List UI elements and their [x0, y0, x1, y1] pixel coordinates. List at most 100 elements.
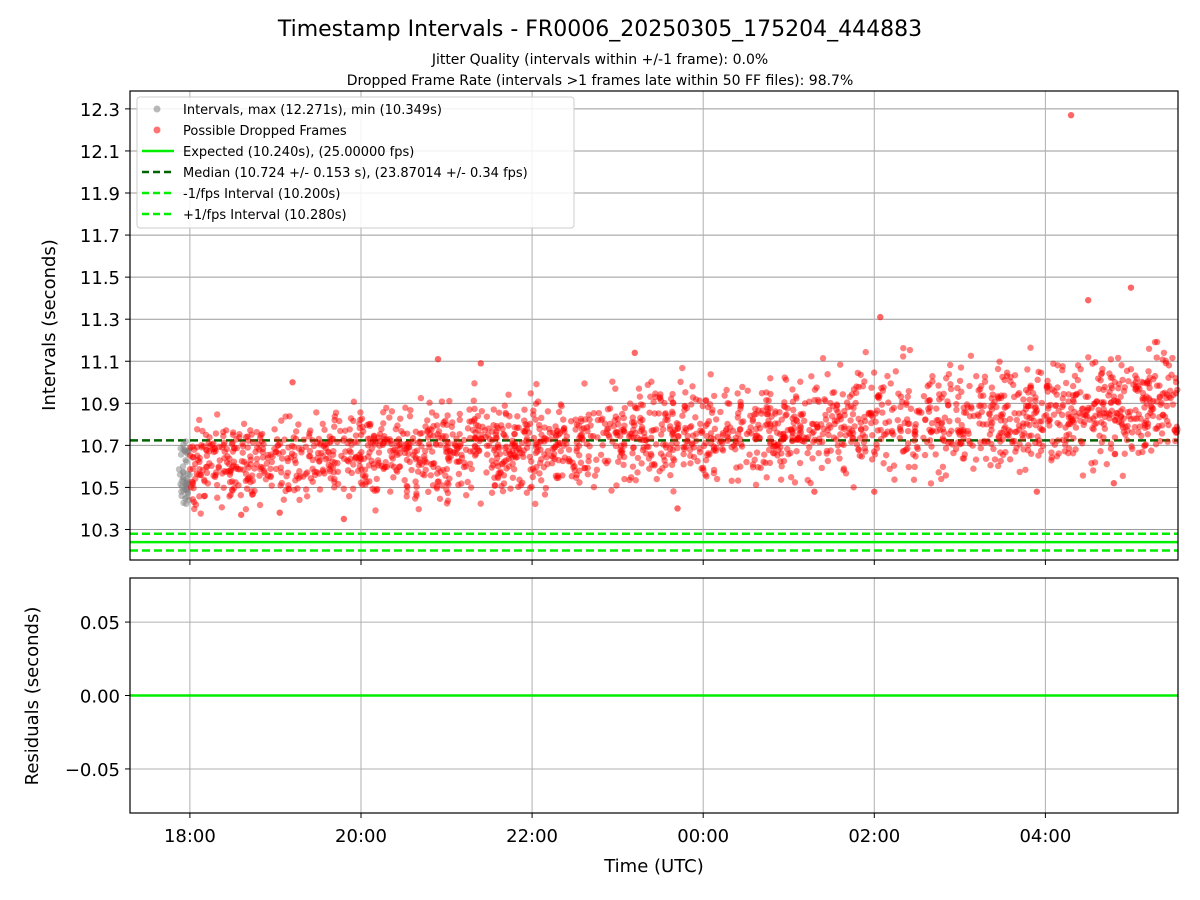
dropped-frame-point — [1161, 413, 1169, 420]
dropped-frame-point — [878, 401, 886, 408]
dropped-frame-point — [1141, 395, 1148, 402]
dropped-frame-point — [455, 458, 462, 465]
dropped-frame-point — [785, 451, 792, 458]
dropped-frame-point — [1034, 376, 1041, 384]
dropped-frame-point — [576, 479, 583, 486]
dropped-frame-point — [488, 489, 496, 496]
dropped-frame-point — [877, 426, 884, 434]
dropped-frame-point — [739, 383, 746, 391]
dropped-frame-point — [1108, 399, 1115, 406]
dropped-frame-point — [490, 406, 497, 413]
dropped-frame-point — [501, 444, 509, 452]
dropped-frame-point — [581, 380, 588, 387]
dropped-frame-point — [855, 445, 862, 453]
dropped-frame-point — [746, 451, 753, 458]
dropped-frame-point — [395, 435, 402, 443]
dropped-frame-point — [1095, 406, 1102, 414]
dropped-frame-point — [729, 427, 737, 435]
dropped-frame-point — [650, 398, 657, 406]
dropped-frame-point — [980, 392, 987, 399]
dropped-frame-point — [846, 429, 853, 437]
dropped-frame-point — [629, 463, 637, 470]
dropped-frame-point — [1107, 382, 1115, 389]
intervals-x-ticks — [189, 560, 1046, 565]
dropped-frame-point — [797, 428, 805, 436]
dropped-frame-point — [684, 437, 691, 445]
dropped-frame-point — [302, 470, 309, 478]
intervals-y-tick-label: 11.3 — [80, 310, 120, 331]
x-tick-label: 00:00 — [677, 826, 729, 847]
dropped-frame-point — [483, 442, 491, 449]
dropped-frame-point — [269, 453, 276, 460]
dropped-frame-point — [394, 451, 401, 459]
dropped-frame-point — [1003, 369, 1011, 376]
dropped-frame-point — [710, 446, 718, 453]
dropped-frame-point — [337, 427, 344, 435]
dropped-frame-point — [243, 485, 251, 492]
dropped-frame-point — [490, 447, 498, 454]
dropped-frame-point — [784, 445, 791, 453]
chart-subtitle-dropped: Dropped Frame Rate (intervals >1 frames … — [347, 73, 854, 89]
dropped-frame-point — [236, 430, 243, 438]
dropped-frame-point — [749, 461, 757, 468]
dropped-frame-point — [946, 417, 953, 425]
dropped-frame-point — [1124, 422, 1131, 430]
dropped-frame-point — [292, 428, 300, 435]
dropped-frame-point — [472, 429, 479, 436]
dropped-frame-point — [836, 361, 844, 368]
dropped-frame-point — [954, 384, 961, 392]
dropped-frame-point — [529, 473, 536, 481]
dropped-frame-point — [697, 420, 704, 428]
dropped-frame-point — [1090, 426, 1097, 433]
dropped-frame-point — [710, 469, 718, 477]
dropped-frame-point — [981, 378, 989, 385]
dropped-frame-point — [1172, 437, 1179, 445]
dropped-frame-point — [1128, 445, 1136, 453]
dropped-frame-point — [933, 405, 940, 412]
dropped-frame-point — [805, 443, 813, 451]
residuals-ylabel: Residuals (seconds) — [22, 607, 43, 786]
dropped-frame-point — [590, 432, 597, 440]
dropped-frame-point — [415, 505, 422, 513]
dropped-frame-point — [468, 465, 475, 473]
dropped-frame-outlier — [674, 505, 681, 512]
dropped-frame-point — [1039, 426, 1047, 434]
dropped-frame-point — [935, 469, 942, 476]
dropped-frame-point — [1026, 384, 1034, 391]
dropped-frame-point — [271, 426, 278, 433]
dropped-frame-point — [763, 474, 770, 481]
dropped-frame-point — [793, 448, 800, 455]
dropped-frame-point — [349, 485, 357, 493]
dropped-frame-point — [1060, 390, 1067, 398]
dropped-frame-point — [767, 375, 774, 382]
dropped-frame-point — [1051, 441, 1059, 448]
dropped-frame-point — [471, 442, 479, 449]
dropped-frame-point — [620, 414, 627, 422]
dropped-frame-point — [267, 472, 274, 480]
dropped-frame-point — [669, 410, 677, 417]
dropped-frame-point — [682, 443, 689, 450]
dropped-frame-point — [1019, 435, 1026, 442]
dropped-frame-point — [331, 423, 338, 430]
dropped-frame-point — [944, 402, 952, 409]
dropped-frame-point — [573, 439, 581, 446]
legend-minus-fps-label: -1/fps Interval (10.200s) — [183, 187, 340, 202]
dropped-frame-point — [834, 442, 842, 449]
dropped-frame-point — [872, 410, 879, 417]
interval-point — [180, 468, 187, 476]
dropped-frame-point — [630, 444, 637, 451]
dropped-frame-point — [980, 437, 988, 445]
interval-point — [180, 441, 187, 448]
dropped-frame-point — [946, 361, 954, 369]
dropped-frame-point — [544, 460, 551, 468]
dropped-frame-point — [1146, 374, 1153, 381]
dropped-frame-point — [860, 439, 868, 446]
dropped-frame-point — [757, 464, 764, 472]
dropped-frame-point — [502, 457, 510, 464]
dropped-frame-point — [1085, 354, 1092, 361]
dropped-frame-point — [839, 391, 846, 398]
dropped-frame-point — [1120, 415, 1127, 422]
dropped-frame-point — [1119, 376, 1126, 384]
dropped-frame-point — [291, 486, 298, 494]
dropped-frame-point — [581, 464, 588, 472]
